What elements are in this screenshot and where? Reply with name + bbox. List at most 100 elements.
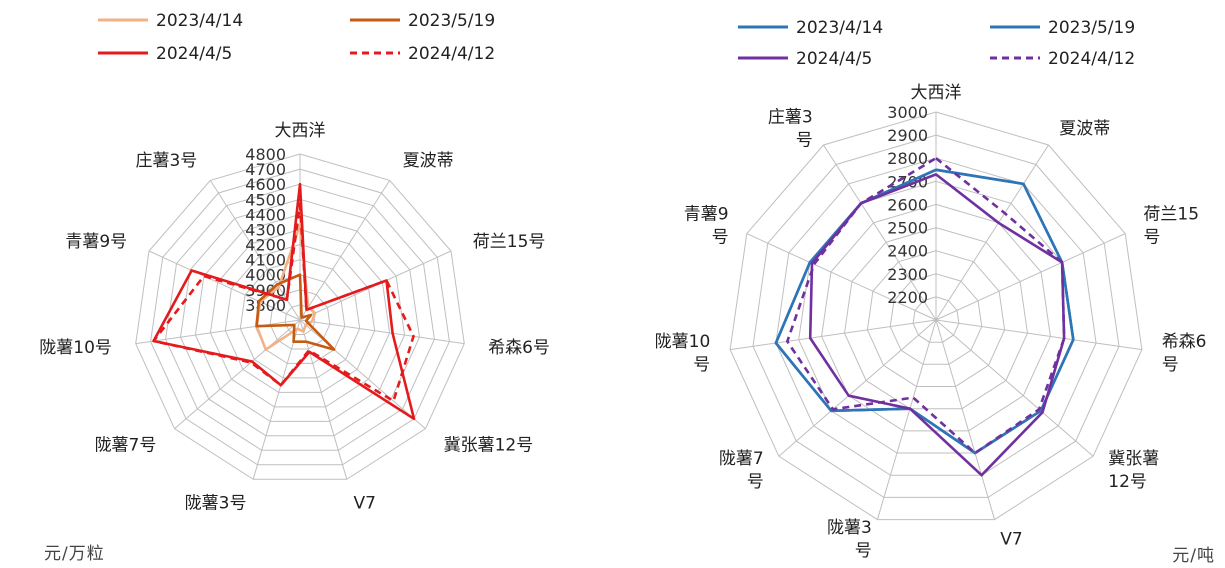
spoke-8 xyxy=(730,319,937,351)
grid-ring-4100 xyxy=(239,259,361,379)
tick-label: 4100 xyxy=(245,251,286,270)
tick-label: 3000 xyxy=(887,103,928,122)
tick-label: 4300 xyxy=(245,221,286,240)
axis-label: 希森6号 xyxy=(488,338,550,358)
grid-ring-4600 xyxy=(165,183,435,451)
axis-label-line: 冀张薯 xyxy=(1108,449,1159,469)
axis-label: 青薯9号 xyxy=(65,232,127,252)
axis-label: 大西洋 xyxy=(911,83,962,103)
legend-label: 2024/4/12 xyxy=(1048,49,1135,69)
grid-ring-2900 xyxy=(752,134,1120,498)
series-line-2024-4-12-dashed xyxy=(152,202,415,403)
axis-label: 陇薯7号 xyxy=(95,435,157,455)
axis-label-line: 陇薯3 xyxy=(827,518,872,538)
legend-label: 2024/4/12 xyxy=(408,44,495,64)
spoke-1 xyxy=(935,144,1049,321)
spoke-10 xyxy=(823,144,937,321)
axis-label: V7 xyxy=(1000,530,1022,550)
axis-label-line: 夏波蒂 xyxy=(1059,119,1110,139)
tick-label: 2500 xyxy=(887,219,928,238)
axis-label-line: 荷兰15号 xyxy=(473,232,546,252)
axis-label-line: 荷兰15 xyxy=(1143,205,1199,225)
axis-label-line: 庄薯3 xyxy=(768,108,813,128)
spoke-3 xyxy=(935,319,1142,351)
tick-label: 2600 xyxy=(887,195,928,214)
axis-label: 陇薯10 号 xyxy=(655,332,711,375)
axis-label: 陇薯10号 xyxy=(39,338,112,358)
spoke-7 xyxy=(174,319,301,430)
legend: 2023/4/14 2023/5/19 2024/4/5 2024/4/12 xyxy=(98,11,495,64)
series-line-2023-4-14 xyxy=(255,223,317,351)
spoke-5 xyxy=(299,319,348,480)
axis-label: 夏波蒂 xyxy=(1059,119,1110,139)
grid-ring-2800 xyxy=(775,157,1097,476)
axis-label-line: V7 xyxy=(1000,530,1022,550)
axis-label: 夏波蒂 xyxy=(403,151,454,171)
grid-ring-4500 xyxy=(179,198,421,437)
axis-label-line: 号 xyxy=(693,355,710,375)
legend: 2023/4/14 2023/5/19 2024/4/5 2024/4/12 xyxy=(738,18,1135,69)
legend-label: 2023/5/19 xyxy=(1048,18,1135,38)
axis-label: 陇薯3 号 xyxy=(827,518,872,561)
axis-label-line: 12号 xyxy=(1108,472,1147,492)
spoke-1 xyxy=(299,180,391,321)
tick-label: 2900 xyxy=(887,126,928,145)
axis-label: V7 xyxy=(354,493,376,513)
axis-label: 庄薯3 号 xyxy=(768,108,813,151)
radar-series xyxy=(774,156,1075,477)
grid-ring-4400 xyxy=(194,213,406,422)
axis-label: 庄薯3号 xyxy=(135,151,197,171)
grid-ring-3000 xyxy=(729,111,1143,521)
grid-ring-4800 xyxy=(135,153,465,480)
axis-label: 大西洋 xyxy=(275,121,326,141)
spoke-9 xyxy=(746,233,937,321)
spoke-10 xyxy=(209,180,301,321)
axis-label-line: 希森6号 xyxy=(488,338,550,358)
tick-label: 4800 xyxy=(245,145,286,164)
axis-label-line: 号 xyxy=(855,541,872,561)
grid-ring-2600 xyxy=(821,203,1051,432)
series-line-2023-5-19 xyxy=(774,168,1075,455)
tick-label: 4500 xyxy=(245,190,286,209)
legend-label: 2023/4/14 xyxy=(796,18,883,38)
left-radar-panel: 3800 3900 4000 4100 4200 4300 4400 4500 4600 4700… xyxy=(0,0,600,568)
axis-label-line: 号 xyxy=(747,472,764,492)
spoke-7 xyxy=(778,319,937,457)
axis-label-line: 号 xyxy=(796,131,813,151)
axis-label-line: 号 xyxy=(712,228,729,248)
axis-label-line: 青薯9 xyxy=(684,205,729,225)
spoke-6 xyxy=(252,319,301,480)
axis-label: 冀张薯 12号 xyxy=(1108,449,1159,492)
axis-label: 青薯9 号 xyxy=(684,205,729,248)
grid-ring-2400 xyxy=(866,250,1006,387)
axis-label-line: 陇薯10号 xyxy=(39,338,112,358)
spoke-4 xyxy=(935,319,1094,457)
axis-label-line: 青薯9号 xyxy=(65,232,127,252)
axis-label-line: 大西洋 xyxy=(275,121,326,141)
radar-grid xyxy=(729,111,1143,521)
axis-label: 冀张薯12号 xyxy=(444,435,534,455)
legend-label: 2023/4/14 xyxy=(156,11,243,31)
tick-label: 2300 xyxy=(887,265,928,284)
axis-label-line: 陇薯10 xyxy=(655,332,711,352)
grid-ring-2300 xyxy=(889,273,983,365)
right-unit-label: 元/吨 xyxy=(1172,546,1215,566)
grid-ring-4300 xyxy=(209,228,391,408)
axis-label: 陇薯7 号 xyxy=(719,449,764,492)
legend-label: 2024/4/5 xyxy=(796,49,872,69)
axis-label-line: 陇薯7 xyxy=(719,449,764,469)
series-line-2024-4-5 xyxy=(808,173,1066,477)
series-line-2024-4-12-dashed xyxy=(786,156,1066,455)
axis-label-line: V7 xyxy=(354,493,376,513)
tick-label: 2400 xyxy=(887,242,928,261)
left-radar-chart: 3800390040004100420043004400450046004700… xyxy=(39,11,550,513)
tick-label: 2200 xyxy=(887,288,928,307)
spoke-6 xyxy=(876,319,937,520)
axis-label-line: 庄薯3号 xyxy=(135,151,197,171)
series-line-2024-4-5 xyxy=(152,182,416,421)
spoke-5 xyxy=(935,319,996,520)
left-unit-label: 元/万粒 xyxy=(44,544,105,564)
